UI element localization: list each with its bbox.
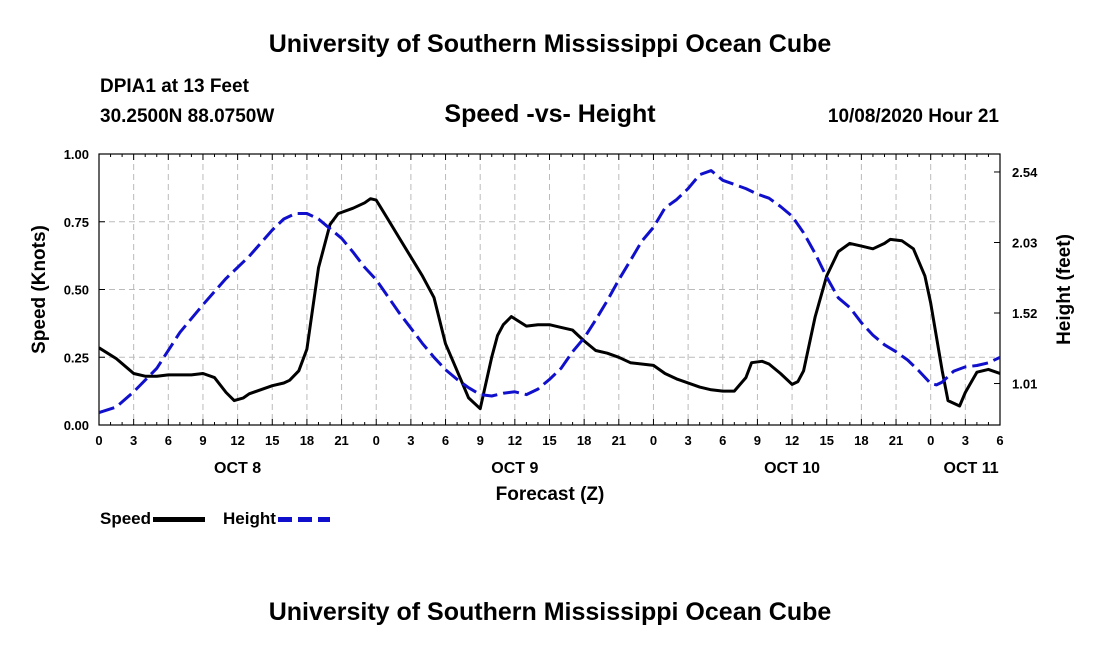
x-tick-label: 12 bbox=[785, 433, 799, 448]
legend-speed-swatch bbox=[153, 516, 206, 522]
x-tick-label: 3 bbox=[407, 433, 414, 448]
y-tick-label: 0.00 bbox=[64, 418, 89, 433]
y2-tick-label: 1.52 bbox=[1012, 306, 1037, 321]
coordinates-label: 30.2500N 88.0750W bbox=[100, 106, 275, 127]
date-label: OCT 9 bbox=[491, 460, 538, 477]
x-tick-label: 3 bbox=[130, 433, 137, 448]
speed-series-line bbox=[99, 197, 1000, 411]
chart-title: Speed -vs- Height bbox=[444, 100, 656, 128]
x-tick-label: 9 bbox=[199, 433, 206, 448]
y-tick-label: 0.25 bbox=[64, 350, 89, 365]
x-tick-label: 0 bbox=[650, 433, 657, 448]
x-tick-label: 18 bbox=[577, 433, 591, 448]
x-tick-label: 18 bbox=[300, 433, 314, 448]
x-tick-label: 21 bbox=[612, 433, 626, 448]
x-tick-label: 15 bbox=[265, 433, 279, 448]
legend: Speed Height bbox=[100, 509, 348, 529]
x-tick-label: 6 bbox=[719, 433, 726, 448]
date-label: OCT 11 bbox=[944, 460, 999, 477]
date-label: OCT 10 bbox=[764, 460, 820, 477]
page-title: University of Southern Mississippi Ocean… bbox=[268, 30, 832, 58]
forecast-timestamp: 10/08/2020 Hour 21 bbox=[827, 106, 999, 127]
station-label: DPIA1 at 13 Feet bbox=[100, 76, 249, 97]
legend-speed-label: Speed bbox=[100, 509, 152, 528]
x-tick-label: 3 bbox=[962, 433, 969, 448]
y2-tick-label: 2.54 bbox=[1012, 165, 1038, 180]
x-tick-label: 6 bbox=[165, 433, 172, 448]
x-tick-label: 21 bbox=[889, 433, 903, 448]
x-tick-label: 0 bbox=[95, 433, 102, 448]
x-tick-label: 15 bbox=[819, 433, 833, 448]
x-tick-label: 0 bbox=[373, 433, 380, 448]
legend-height-swatch bbox=[277, 516, 330, 522]
y-axis-title: Speed (Knots) bbox=[29, 225, 50, 354]
x-tick-label: 6 bbox=[442, 433, 449, 448]
x-tick-label: 12 bbox=[508, 433, 522, 448]
date-label: OCT 8 bbox=[214, 460, 261, 477]
y2-axis-title: Height (feet) bbox=[1054, 234, 1075, 345]
y-tick-label: 0.50 bbox=[64, 283, 89, 298]
x-tick-label: 3 bbox=[684, 433, 691, 448]
x-tick-label: 15 bbox=[542, 433, 556, 448]
x-tick-label: 0 bbox=[927, 433, 934, 448]
y2-tick-label: 2.03 bbox=[1012, 235, 1037, 250]
y2-tick-label: 1.01 bbox=[1012, 377, 1037, 392]
height-series-line bbox=[99, 169, 1000, 415]
x-tick-label: 6 bbox=[996, 433, 1003, 448]
x-tick-label: 9 bbox=[754, 433, 761, 448]
x-tick-label: 21 bbox=[334, 433, 348, 448]
legend-height-label: Height bbox=[223, 509, 276, 528]
y-tick-label: 0.75 bbox=[64, 215, 89, 230]
x-tick-label: 18 bbox=[854, 433, 868, 448]
x-axis-title: Forecast (Z) bbox=[496, 484, 605, 505]
plot-frame bbox=[98, 153, 1001, 426]
y-tick-label: 1.00 bbox=[64, 147, 89, 162]
footer-title: University of Southern Mississippi Ocean… bbox=[268, 598, 832, 626]
x-tick-label: 9 bbox=[477, 433, 484, 448]
x-tick-label: 12 bbox=[230, 433, 244, 448]
